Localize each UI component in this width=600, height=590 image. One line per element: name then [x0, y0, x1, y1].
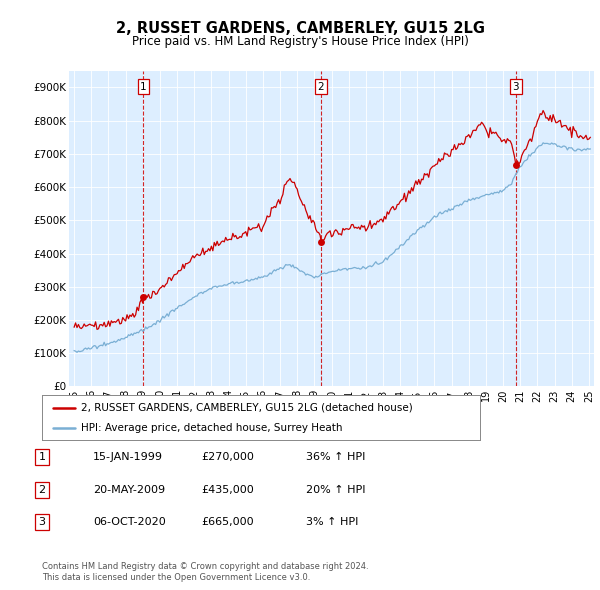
Text: 2, RUSSET GARDENS, CAMBERLEY, GU15 2LG (detached house): 2, RUSSET GARDENS, CAMBERLEY, GU15 2LG (… [82, 403, 413, 412]
Text: 20-MAY-2009: 20-MAY-2009 [93, 485, 165, 494]
Text: 3: 3 [512, 82, 519, 92]
Text: 15-JAN-1999: 15-JAN-1999 [93, 453, 163, 462]
Text: 1: 1 [38, 453, 46, 462]
Text: 3% ↑ HPI: 3% ↑ HPI [306, 517, 358, 527]
Text: 06-OCT-2020: 06-OCT-2020 [93, 517, 166, 527]
Text: Price paid vs. HM Land Registry's House Price Index (HPI): Price paid vs. HM Land Registry's House … [131, 35, 469, 48]
Text: £665,000: £665,000 [201, 517, 254, 527]
Text: 2: 2 [38, 485, 46, 494]
Text: 2: 2 [317, 82, 324, 92]
Text: This data is licensed under the Open Government Licence v3.0.: This data is licensed under the Open Gov… [42, 572, 310, 582]
Text: 20% ↑ HPI: 20% ↑ HPI [306, 485, 365, 494]
Text: £270,000: £270,000 [201, 453, 254, 462]
Text: 2, RUSSET GARDENS, CAMBERLEY, GU15 2LG: 2, RUSSET GARDENS, CAMBERLEY, GU15 2LG [115, 21, 485, 36]
Text: £435,000: £435,000 [201, 485, 254, 494]
Text: Contains HM Land Registry data © Crown copyright and database right 2024.: Contains HM Land Registry data © Crown c… [42, 562, 368, 571]
Text: 1: 1 [140, 82, 147, 92]
Text: HPI: Average price, detached house, Surrey Heath: HPI: Average price, detached house, Surr… [82, 424, 343, 434]
Text: 36% ↑ HPI: 36% ↑ HPI [306, 453, 365, 462]
Text: 3: 3 [38, 517, 46, 527]
